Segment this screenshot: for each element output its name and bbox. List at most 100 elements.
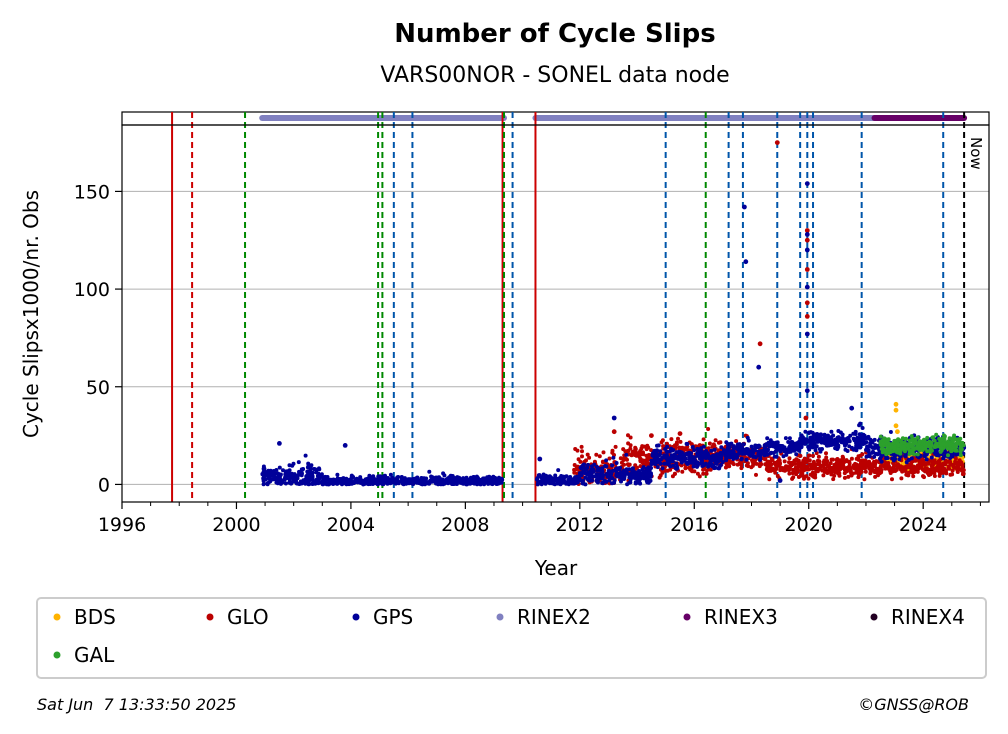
data-point-glo [836,470,840,475]
data-point-gps [580,479,585,483]
data-point-gps [702,463,706,468]
data-point-glo [576,457,581,462]
data-point-glo [816,462,821,467]
data-point-gps [893,456,898,461]
data-point-glo [713,438,718,443]
data-point-glo [919,464,924,469]
data-point-gps [313,481,318,486]
outlier-point-glo [803,415,809,421]
data-point-glo [939,470,944,475]
data-point-gps [872,454,877,459]
data-point-gal [912,446,917,451]
data-point-gps [536,480,541,485]
x-axis-label: Year [534,556,578,580]
data-point-glo [848,468,853,473]
data-point-gps [271,473,276,478]
data-point-gps [420,482,425,487]
data-point-glo [810,466,814,471]
data-point-gps [619,479,623,484]
data-point-gps [678,454,683,459]
data-point-gps [942,454,947,459]
data-point-glo [837,473,842,478]
data-point-gps [261,466,266,471]
data-point-gps [555,478,560,483]
x-tick-label: 2024 [899,514,947,536]
data-point-glo [622,462,626,467]
data-point-gps [589,467,594,472]
data-point-gps [701,444,706,449]
data-point-glo [842,475,847,480]
data-point-gps [408,477,413,482]
outlier-point-gps [804,247,810,253]
data-point-gps [807,447,812,452]
x-tick-label: 2004 [327,514,375,536]
data-point-glo [689,467,694,472]
data-point-gps [716,466,721,471]
data-point-gps [866,454,871,458]
data-point-gps [788,442,793,447]
data-point-glo [824,451,828,456]
data-point-gal [922,443,927,448]
series-glo [572,140,966,486]
x-tick-label: 2008 [441,514,489,536]
data-point-gps [773,449,778,454]
data-point-gps [610,463,615,468]
data-point-gps [840,432,845,437]
data-point-glo [839,466,843,471]
data-point-gps [628,474,632,479]
legend-label-rinex3: RINEX3 [704,605,778,629]
data-point-glo [828,461,833,466]
data-point-gps [596,472,601,477]
data-point-gps [758,456,763,461]
data-point-gps [261,482,266,487]
data-point-gps [726,445,730,450]
series-gal [878,432,966,458]
data-point-gps [756,444,761,449]
data-point-glo [669,437,674,442]
data-point-gps [829,429,834,434]
data-point-gps [400,476,404,481]
data-point-gal [941,442,946,447]
outlier-point-gps [804,284,810,290]
data-point-gal [899,445,904,450]
data-point-glo [880,463,885,467]
data-point-glo [937,473,942,478]
data-point-gps [700,452,705,457]
data-point-glo [932,474,937,478]
data-point-gps [305,479,310,484]
data-point-glo [723,465,728,470]
outlier-point-gps [804,331,810,337]
data-point-gps [618,465,623,470]
data-point-gal [954,448,959,453]
data-point-glo [707,441,712,446]
data-point-gps [457,475,462,480]
data-point-gps [769,450,774,455]
data-point-gps [844,437,849,441]
legend-marker-glo [206,613,214,621]
data-point-gps [765,436,770,441]
data-point-gal [939,446,944,451]
data-point-gps [312,467,317,472]
data-point-gps [621,468,626,473]
data-point-glo [796,461,801,466]
data-point-gal [902,446,907,451]
data-point-gps [954,452,959,457]
data-point-gps [379,481,384,486]
y-axis-label: Cycle Slipsx1000/nr. Obs [19,190,43,438]
data-point-gps [279,480,284,485]
data-point-glo [665,441,669,446]
data-point-glo [834,461,839,466]
data-point-gps [441,471,446,476]
data-point-gps [674,466,679,471]
data-point-gps [700,459,704,463]
data-point-gps [646,473,651,478]
data-point-gps [426,481,431,486]
data-point-gps [497,481,502,486]
data-point-glo [809,462,814,467]
data-point-gps [811,441,816,446]
data-point-gps [706,464,711,469]
x-tick-label: 2012 [556,514,604,536]
data-point-glo [804,460,809,465]
data-point-gps [803,437,808,442]
